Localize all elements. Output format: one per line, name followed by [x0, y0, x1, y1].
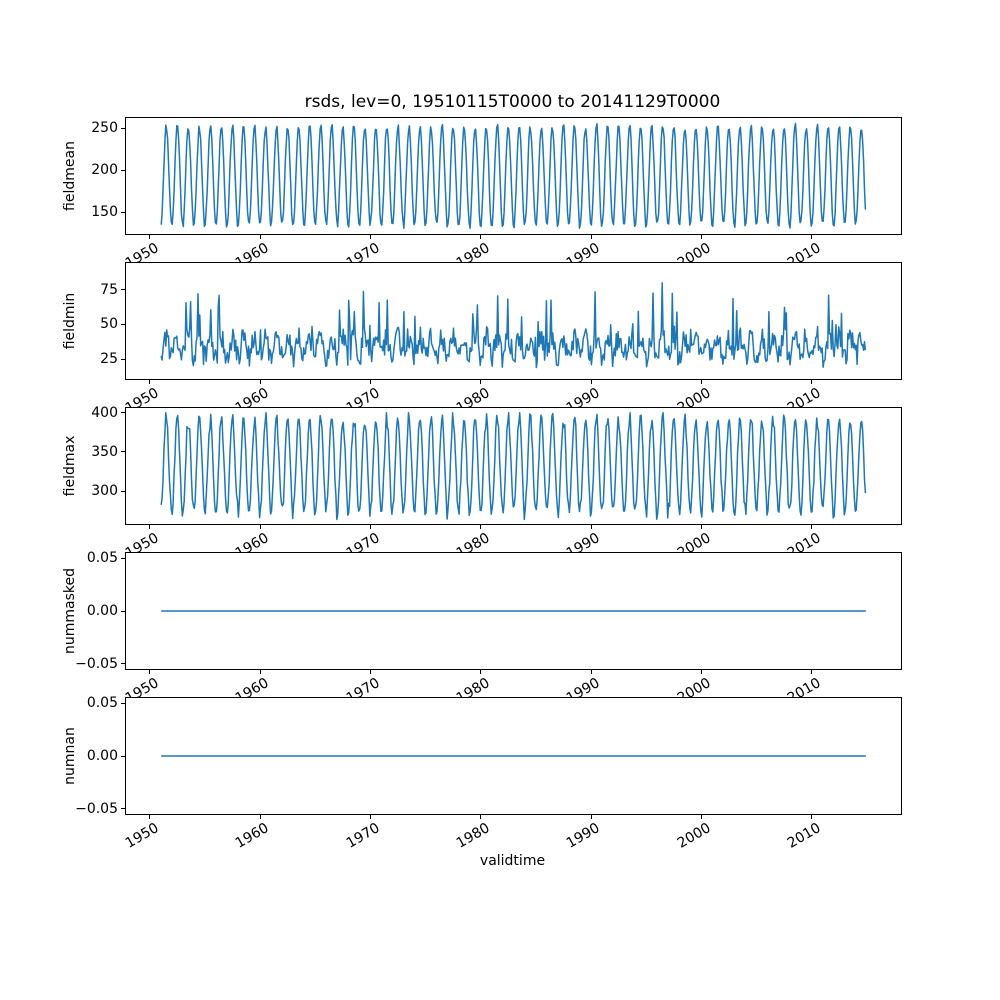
x-tick-mark — [700, 235, 702, 239]
y-tick-mark — [121, 610, 125, 612]
y-tick-label-fieldmean: 250 — [91, 120, 118, 137]
x-tick-mark — [590, 815, 592, 819]
y-axis-label-fieldmean: fieldmean — [62, 141, 78, 211]
series-line-fieldmin — [160, 282, 867, 369]
y-tick-label-nummasked: −0.05 — [75, 655, 118, 672]
x-tick-mark — [149, 670, 151, 674]
y-tick-label-numnan: 0.00 — [86, 748, 118, 764]
x-tick-mark — [811, 235, 813, 239]
series-line-fieldmean — [160, 122, 867, 229]
x-tick-mark — [811, 815, 813, 819]
chart-title: rsds, lev=0, 19510115T0000 to 20141129T0… — [304, 92, 721, 112]
axes-numnan — [125, 697, 902, 815]
axes-fieldmean — [125, 117, 902, 235]
y-tick-label-fieldmean: 200 — [91, 162, 118, 179]
x-tick-mark — [259, 815, 261, 819]
x-tick-mark — [259, 380, 261, 384]
y-tick-mark — [121, 557, 125, 559]
axes-nummasked — [125, 552, 902, 670]
x-tick-mark — [149, 525, 151, 529]
y-axis-label-nummasked: nummasked — [62, 567, 78, 655]
x-tick-mark — [480, 235, 482, 239]
x-tick-label-1970: 1970 — [343, 820, 383, 852]
y-tick-label-nummasked: 0.05 — [86, 550, 118, 567]
x-tick-mark — [259, 235, 261, 239]
y-tick-mark — [121, 451, 125, 453]
y-tick-label-fieldmin: 75 — [100, 281, 118, 298]
y-tick-mark — [121, 808, 125, 810]
x-tick-mark — [811, 525, 813, 529]
x-tick-mark — [811, 670, 813, 674]
x-tick-mark — [590, 525, 592, 529]
y-tick-mark — [121, 289, 125, 291]
y-tick-label-fieldmin: 25 — [100, 351, 118, 368]
x-tick-mark — [480, 380, 482, 384]
x-tick-mark — [369, 235, 371, 239]
x-tick-mark — [259, 670, 261, 674]
y-tick-mark — [121, 127, 125, 129]
y-tick-label-numnan: −0.05 — [75, 800, 118, 817]
y-tick-mark — [121, 358, 125, 360]
x-tick-mark — [149, 380, 151, 384]
axes-fieldmax — [125, 407, 902, 525]
x-tick-mark — [811, 380, 813, 384]
y-tick-label-fieldmean: 150 — [91, 204, 118, 221]
x-tick-label-2010: 2010 — [784, 820, 824, 852]
x-tick-mark — [369, 670, 371, 674]
x-tick-mark — [369, 380, 371, 384]
axes-fieldmin — [125, 262, 902, 380]
x-tick-label-1960: 1960 — [233, 820, 273, 852]
x-tick-mark — [149, 815, 151, 819]
x-tick-mark — [700, 815, 702, 819]
y-tick-mark — [121, 412, 125, 414]
x-tick-mark — [590, 380, 592, 384]
series-line-fieldmax — [160, 411, 867, 521]
y-tick-mark — [121, 490, 125, 492]
x-tick-mark — [700, 670, 702, 674]
x-tick-label-1950: 1950 — [122, 820, 162, 852]
x-tick-mark — [369, 525, 371, 529]
x-tick-mark — [149, 235, 151, 239]
y-tick-mark — [121, 169, 125, 171]
y-tick-label-nummasked: 0.00 — [86, 603, 118, 619]
y-tick-label-fieldmin: 50 — [100, 316, 118, 333]
y-axis-label-fieldmin: fieldmin — [62, 292, 78, 350]
y-axis-label-fieldmax: fieldmax — [62, 435, 78, 497]
x-tick-mark — [590, 235, 592, 239]
y-tick-mark — [121, 702, 125, 704]
x-tick-mark — [480, 525, 482, 529]
y-tick-label-fieldmax: 350 — [91, 443, 118, 460]
x-tick-label-1990: 1990 — [564, 820, 603, 852]
y-axis-label-numnan: numnan — [62, 727, 78, 785]
y-tick-label-numnan: 0.05 — [86, 695, 118, 712]
x-tick-mark — [259, 525, 261, 529]
y-tick-mark — [121, 323, 125, 325]
x-tick-label-2000: 2000 — [674, 820, 714, 852]
y-tick-label-fieldmax: 400 — [91, 404, 118, 421]
x-tick-mark — [590, 670, 592, 674]
x-tick-mark — [700, 380, 702, 384]
x-tick-mark — [369, 815, 371, 819]
y-tick-mark — [121, 663, 125, 665]
x-tick-mark — [700, 525, 702, 529]
y-tick-label-fieldmax: 300 — [91, 483, 118, 500]
x-tick-mark — [480, 815, 482, 819]
x-tick-label-1980: 1980 — [453, 820, 493, 852]
x-tick-mark — [480, 670, 482, 674]
y-tick-mark — [121, 755, 125, 757]
x-axis-label: validtime — [479, 853, 546, 869]
y-tick-mark — [121, 211, 125, 213]
